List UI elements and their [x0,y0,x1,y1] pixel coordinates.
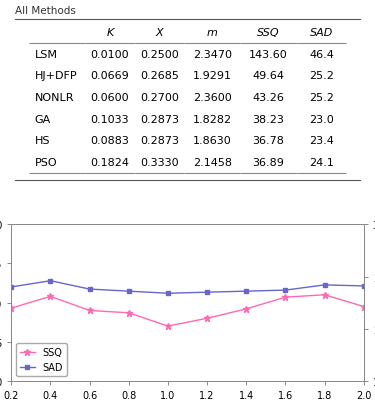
SAD [244,289,249,294]
SSQ [362,304,366,309]
SAD [166,291,170,296]
Legend: SSQ, SAD: SSQ, SAD [16,344,67,376]
Line: SAD: SAD [9,279,366,296]
SSQ [322,293,327,298]
SSQ [244,307,249,312]
SSQ [9,306,14,311]
Text: All Methods: All Methods [15,6,76,16]
Line: SSQ: SSQ [8,292,367,330]
SAD [283,288,288,293]
SSQ [126,311,131,316]
SAD [87,287,92,292]
SAD [126,289,131,294]
SAD [362,284,366,289]
SSQ [48,294,52,299]
SAD [48,279,52,284]
SSQ [283,295,288,300]
SSQ [166,324,170,329]
SAD [205,290,209,295]
SSQ [205,316,209,321]
SSQ [87,308,92,313]
SAD [322,283,327,288]
SAD [9,285,14,290]
